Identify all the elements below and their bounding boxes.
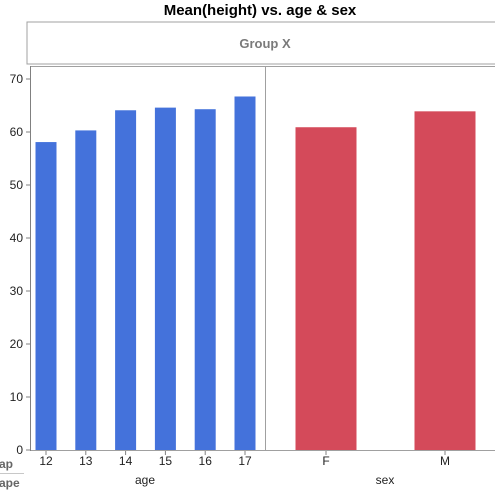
side-label-ape[interactable]: ape: [0, 476, 20, 490]
x-tick-label-sex: M: [440, 454, 450, 468]
group-header-box: [26, 21, 495, 65]
y-tick-label: 70: [10, 72, 24, 86]
age-bars: [35, 96, 256, 451]
x-tick-label-age: 14: [119, 454, 133, 468]
y-tick-label: 20: [10, 337, 24, 351]
bar-age-16[interactable]: [194, 109, 216, 451]
bar-sex-M[interactable]: [414, 111, 476, 450]
y-tick-label: 60: [10, 125, 24, 139]
age-axis-label[interactable]: age: [135, 473, 155, 487]
age-panel-frame: [30, 66, 266, 451]
bar-age-15[interactable]: [154, 107, 176, 451]
bar-age-17[interactable]: [234, 96, 256, 451]
y-tick-label: 0: [16, 443, 23, 457]
x-tick-label-sex: F: [322, 454, 329, 468]
y-axis-ticks: 0 10 20 30 40 50 60 70: [10, 72, 31, 457]
sex-axis-label[interactable]: sex: [376, 473, 395, 487]
bar-age-14[interactable]: [115, 110, 137, 451]
chart-title: Mean(height) vs. age & sex: [164, 2, 357, 19]
x-tick-label-age: 13: [79, 454, 93, 468]
bar-age-13[interactable]: [75, 130, 97, 450]
age-x-ticks: 12 13 14 15 16 17: [39, 451, 252, 468]
side-label-ap[interactable]: ap: [0, 457, 13, 471]
y-tick-label: 50: [10, 178, 24, 192]
x-tick-label-age: 15: [159, 454, 173, 468]
y-tick-label: 40: [10, 231, 24, 245]
y-tick-label: 10: [10, 390, 24, 404]
x-tick-label-age: 12: [39, 454, 53, 468]
sex-panel-frame: [265, 66, 495, 451]
bar-sex-F[interactable]: [295, 127, 357, 450]
y-tick-label: 30: [10, 284, 24, 298]
group-header-label[interactable]: Group X: [239, 36, 291, 51]
sex-bars: [295, 111, 476, 450]
x-tick-label-age: 16: [199, 454, 213, 468]
x-tick-label-age: 17: [238, 454, 252, 468]
bar-age-12[interactable]: [35, 142, 57, 450]
